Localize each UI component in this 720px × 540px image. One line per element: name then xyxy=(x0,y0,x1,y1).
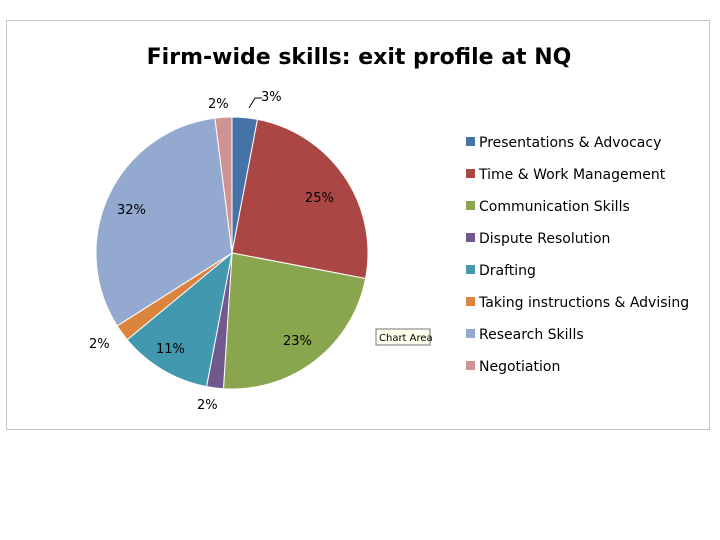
legend-label: Negotiation xyxy=(479,359,560,375)
legend-swatch xyxy=(466,201,475,210)
data-label-time-work-management: 25% xyxy=(305,191,334,206)
legend-label: Communication Skills xyxy=(479,199,630,215)
chart-area[interactable]: Firm-wide skills: exit profile at NQ 3% 2… xyxy=(6,20,710,430)
data-label-negotiation: 2% xyxy=(208,97,229,112)
legend-label: Dispute Resolution xyxy=(479,231,610,247)
pie-slices xyxy=(95,116,369,390)
data-label-taking-instructions-advising: 2% xyxy=(89,337,110,352)
data-label-presentations-advocacy: 3% xyxy=(261,90,282,105)
legend-label: Drafting xyxy=(479,263,536,279)
pie-slice-drafting[interactable] xyxy=(126,251,233,388)
chart-area-tooltip: Chart Area xyxy=(375,328,433,346)
legend-swatch xyxy=(466,361,475,370)
legend-label: Taking instructions & Advising xyxy=(478,295,689,311)
data-label-dispute-resolution: 2% xyxy=(197,398,218,413)
data-label-research-skills: 32% xyxy=(117,203,146,218)
legend-swatch xyxy=(466,265,475,274)
pie-slice-research-skills[interactable] xyxy=(95,117,233,327)
legend-swatch xyxy=(466,169,475,178)
data-label-communication-skills: 23% xyxy=(283,334,312,349)
chart-title: Firm-wide skills: exit profile at NQ xyxy=(147,45,572,70)
legend-label: Presentations & Advocacy xyxy=(479,135,661,151)
pie-slice-negotiation[interactable] xyxy=(214,116,233,254)
pie-chart: Firm-wide skills: exit profile at NQ 3% 2… xyxy=(89,45,689,413)
legend-label: Research Skills xyxy=(479,327,584,343)
leader-line xyxy=(248,97,262,109)
legend-swatch xyxy=(466,297,475,306)
tooltip-text: Chart Area xyxy=(379,333,433,344)
data-labels: 3% 25% 23% 2% 11% 2% 32% 2% xyxy=(89,90,334,413)
legend-swatch xyxy=(466,233,475,242)
data-label-drafting: 11% xyxy=(156,342,185,357)
legend: Presentations & Advocacy Time & Work Mana… xyxy=(466,135,689,375)
legend-label: Time & Work Management xyxy=(478,167,666,183)
legend-swatch xyxy=(466,137,475,146)
pie-slice-time-work-management[interactable] xyxy=(231,118,369,280)
legend-swatch xyxy=(466,329,475,338)
pie-slice-communication-skills[interactable] xyxy=(222,252,367,390)
